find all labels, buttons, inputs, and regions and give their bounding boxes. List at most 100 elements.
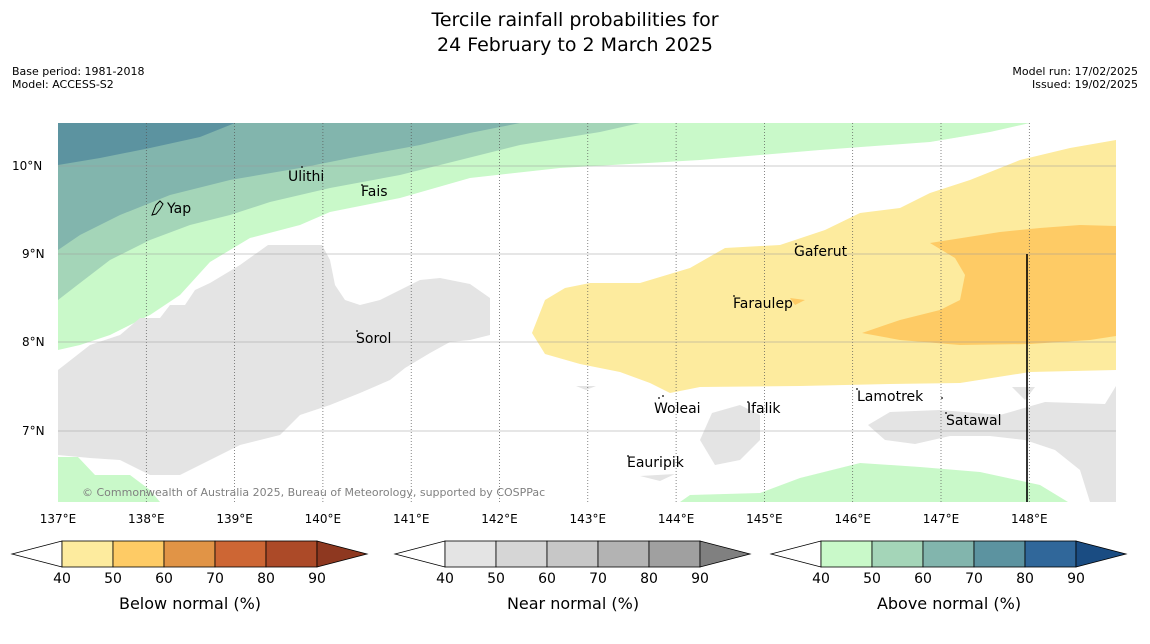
colorbar-segment [597,540,650,568]
fais-island-icon [361,184,363,186]
lon-tick-label: 147°E [923,512,960,526]
lon-tick-label: 137°E [40,512,77,526]
elato-island-icon [941,397,943,399]
below-50-region [862,225,1116,345]
colorbar-tick-label: 70 [965,571,983,587]
yap-island-icon [151,200,164,216]
island-markers [151,166,947,457]
colorbar-segment [871,540,924,568]
lamotrek-island-icon [856,388,858,390]
faraulep-island-icon [733,295,735,297]
colorbar-tick-label: 70 [589,571,607,587]
place-label-ulithi: Ulithi [288,169,324,185]
colorbar-segment [444,540,497,568]
colorbar-tick-label: 80 [640,571,658,587]
colorbar-segment [163,540,216,568]
colorbar-under-arrow [769,540,822,568]
colorbar-tick-label: 40 [53,571,71,587]
place-label-gaferut: Gaferut [794,244,848,260]
colorbar-segment [648,540,701,568]
lon-tick-label: 139°E [216,512,253,526]
colorbar-over-arrow [316,540,369,568]
place-label-lamotrek: Lamotrek [857,389,924,405]
colorbar-tick-label: 60 [914,571,932,587]
ulithi-island-icon [301,166,303,168]
colorbar-tick-label: 90 [691,571,709,587]
colorbar-over-arrow [699,540,752,568]
lon-tick-label: 138°E [128,512,165,526]
place-label-eauripik: Eauripik [627,455,685,471]
eauripik-island-icon [627,455,629,457]
woleai-island-icon [658,397,660,399]
lon-tick-label: 148°E [1011,512,1048,526]
near-40-south-region [700,405,760,465]
base-period: Base period: 1981-2018 [12,65,145,78]
sorol-island-icon [356,330,358,332]
place-label-sorol: Sorol [356,331,391,347]
colorbar-segment [112,540,165,568]
colorbar-tick-label: 60 [538,571,556,587]
map-gridlines [58,123,1116,502]
copyright-notice: © Commonwealth of Australia 2025, Bureau… [82,486,545,499]
meta-right: Model run: 17/02/2025 Issued: 19/02/2025 [1012,65,1138,91]
colorbar-segment [546,540,599,568]
place-label-woleai: Woleai [654,401,701,417]
colorbar-near-normal: Near normal (%) 40 50 60 70 80 90 [393,540,752,613]
colorbar-below-normal: Below normal (%) 40 50 60 70 80 90 [10,540,369,613]
lat-tick-label-7n: 7°N [22,424,45,438]
colorbar-tick-label: 50 [104,571,122,587]
lon-tick-label: 144°E [658,512,695,526]
colorbar-tick-label: 90 [1067,571,1085,587]
colorbar-segment [820,540,873,568]
lon-tick-label: 143°E [570,512,607,526]
meta-left: Base period: 1981-2018 Model: ACCESS-S2 [12,65,144,91]
lat-tick-label-8n: 8°N [22,335,45,349]
colorbar-above-normal: Above normal (%) 40 50 60 70 80 90 [769,540,1128,613]
colorbar-above-normal-label: Above normal (%) [877,594,1021,613]
place-label-yap: Yap [166,201,191,217]
colorbar-under-arrow [10,540,63,568]
colorbar-segment [214,540,267,568]
longitude-gridlines [145,123,1030,502]
lat-tick-label-9n: 9°N [22,247,45,261]
lon-tick-label: 141°E [393,512,430,526]
colorbar-segment [265,540,318,568]
above-40-south-region [58,457,160,502]
lon-tick-label: 145°E [746,512,783,526]
lat-tick-label-10n: 10°N [12,159,42,173]
place-label-satawal: Satawal [946,413,1001,429]
below-50-patch-region [790,298,805,305]
colorbar-tick-label: 80 [257,571,275,587]
colorbar-tick-label: 50 [487,571,505,587]
woleai-island-icon-2 [662,395,664,397]
title-line-2: 24 February to 2 March 2025 [436,34,713,56]
colorbar-tick-label: 40 [436,571,454,587]
longitude-tick-labels: 137°E 138°E 139°E 140°E 141°E 142°E 143°E 144°E… [40,512,1048,526]
model-run: Model run: 17/02/2025 [1012,65,1138,78]
above-40-southeast-region [680,463,1068,502]
place-label-ifalik: Ifalik [747,401,781,417]
colorbar-segment [61,540,114,568]
colorbar-tick-label: 80 [1016,571,1034,587]
near-40-west-region [58,245,490,475]
colorbar-segment [495,540,548,568]
title-line-1: Tercile rainfall probabilities for [431,9,719,31]
lon-tick-label: 142°E [481,512,518,526]
colorbar-tick-label: 40 [812,571,830,587]
colorbar-segment [1024,540,1077,568]
satawal-island-icon [945,412,947,414]
colorbar-tick-label: 90 [308,571,326,587]
near-40-patch-region-2 [576,386,596,390]
model-name: Model: ACCESS-S2 [12,78,114,91]
place-label-fais: Fais [361,184,388,200]
near-40-patch-region-3 [640,474,675,481]
gaferut-island-icon [795,243,797,245]
colorbar-tick-label: 60 [155,571,173,587]
colorbar-segment [973,540,1026,568]
lon-tick-label: 146°E [834,512,871,526]
colorbar-tick-label: 50 [863,571,881,587]
colorbar-under-arrow [393,540,446,568]
colorbar-tick-label: 70 [206,571,224,587]
colorbar-below-normal-label: Below normal (%) [119,594,261,613]
